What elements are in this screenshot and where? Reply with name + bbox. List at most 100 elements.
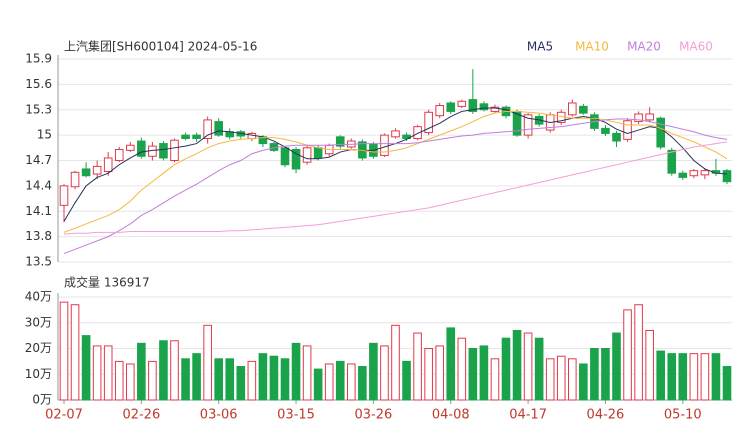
volume-bar (214, 358, 223, 401)
volume-bar (402, 360, 411, 401)
candle-body (302, 147, 312, 163)
candle-body (700, 170, 710, 176)
volume-bar (700, 353, 710, 401)
x-tick-label: 02-26 (122, 408, 160, 423)
volume-bar (269, 355, 279, 401)
volume-bar (92, 345, 102, 401)
volume-bar (247, 360, 257, 401)
candle-body (81, 168, 91, 177)
y-tick-label: 14.4 (25, 178, 52, 192)
volume-bar (457, 337, 467, 401)
volume-bar (722, 366, 732, 401)
y-tick-label: 15.6 (25, 77, 52, 91)
y-tick-label: 20万 (25, 341, 52, 355)
volume-bar (413, 332, 422, 401)
volume-bar (280, 358, 290, 401)
volume-bar (137, 342, 146, 401)
volume-bar (479, 345, 489, 401)
candle-body (413, 126, 422, 140)
volume-bar (335, 360, 345, 401)
x-tick-label: 03-15 (277, 408, 315, 423)
candle-body (313, 147, 323, 159)
x-tick-label: 04-08 (432, 408, 470, 423)
y-tick-label: 40万 (25, 290, 52, 304)
volume-bar (59, 301, 69, 401)
volume-bar (678, 353, 688, 401)
volume-bar (523, 332, 533, 401)
volume-bar (192, 353, 201, 401)
volume-bar (446, 327, 456, 401)
candle-body (612, 132, 621, 142)
candle-body (601, 127, 610, 134)
volume-bar (380, 345, 389, 401)
candle-body (70, 171, 80, 188)
y-tick-label: 13.8 (25, 229, 52, 243)
volume-bar (302, 345, 312, 401)
volume-bar (556, 355, 566, 401)
volume-bar (324, 363, 334, 401)
legend-label: MA60 (679, 40, 713, 54)
volume-bar (711, 353, 721, 401)
candle-body (446, 102, 456, 112)
candle-body (678, 172, 688, 178)
volume-bar (590, 348, 599, 401)
volume-bar (126, 363, 135, 401)
volume-bar (313, 368, 323, 401)
candle-body (137, 140, 146, 157)
volume-bar (70, 304, 80, 401)
legend-label: MA5 (527, 40, 553, 54)
candle-body (479, 103, 489, 111)
volume-bar (656, 350, 666, 401)
candle-body (214, 121, 223, 136)
candle-body (159, 143, 168, 159)
volume-bar (435, 345, 444, 401)
candle-body (634, 113, 643, 123)
volume-bar (424, 348, 433, 401)
candle-body (490, 106, 500, 112)
volume-bar (291, 342, 301, 401)
y-tick-label: 14.1 (25, 204, 52, 218)
candle-body (92, 165, 102, 175)
candle-body (192, 134, 201, 140)
ma-line (63, 118, 728, 255)
candle-body (667, 149, 677, 174)
volume-bar (159, 340, 168, 401)
candle-body (579, 105, 588, 114)
volume-bar (689, 353, 699, 401)
volume-bar (347, 363, 356, 401)
volume-bar (391, 324, 400, 401)
volume-bar (568, 358, 577, 401)
candle-body (656, 117, 666, 148)
legend-label: MA20 (627, 40, 661, 54)
volume-bar (114, 360, 124, 401)
candle-body (722, 170, 732, 183)
volume-bar (612, 332, 621, 401)
x-tick-label: 05-10 (664, 408, 702, 423)
y-tick-label: 30万 (25, 315, 52, 329)
volume-bar (148, 360, 157, 401)
volume-title: 成交量 136917 (64, 275, 150, 290)
y-tick-label: 10万 (25, 367, 52, 381)
legend-label: MA10 (575, 40, 609, 54)
candle-body (435, 105, 444, 117)
volume-bar (358, 366, 367, 401)
candle-body (457, 100, 467, 107)
candle-body (335, 136, 345, 147)
x-tick-label: 04-26 (587, 408, 625, 423)
candle-body (380, 134, 389, 156)
candle-body (391, 130, 400, 138)
y-tick-label: 0万 (32, 393, 52, 407)
volume-bar (634, 304, 643, 401)
candle-body (59, 185, 69, 206)
y-tick-label: 14.7 (25, 153, 52, 167)
volume-bar (601, 348, 610, 401)
volume-bar (512, 329, 522, 401)
y-tick-label: 15.3 (25, 102, 52, 116)
volume-bar (170, 340, 179, 401)
candle-body (170, 139, 179, 161)
candle-body (645, 113, 654, 121)
volume-bar (667, 353, 677, 401)
volume-bar (181, 358, 190, 401)
volume-bar (501, 337, 511, 401)
